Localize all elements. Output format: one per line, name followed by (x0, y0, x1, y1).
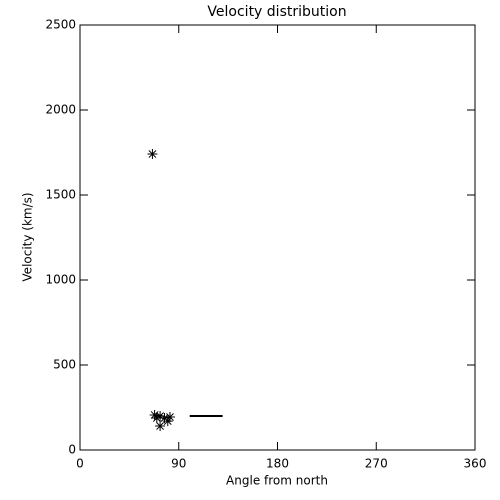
point (155, 421, 166, 432)
y-tick-label: 2000 (45, 103, 76, 117)
x-tick-label: 90 (171, 457, 186, 471)
y-tick-label: 1500 (45, 188, 76, 202)
plot-frame (79, 24, 476, 451)
x-tick-label: 180 (266, 457, 289, 471)
chart-title: Velocity distribution (207, 4, 346, 20)
point (155, 411, 166, 421)
x-axis-label: Angle from north (226, 474, 328, 488)
y-tick-label: 500 (53, 358, 76, 372)
y-tick-label: 2500 (45, 18, 76, 32)
y-tick-label: 1000 (45, 273, 76, 287)
point (164, 412, 175, 423)
x-tick-label: 270 (365, 457, 388, 471)
x-tick-label: 360 (464, 457, 487, 471)
y-axis-label: Velocity (km/s) (21, 192, 35, 281)
point (149, 409, 160, 420)
point (151, 413, 162, 424)
x-tick-label: 0 (76, 457, 84, 471)
point (162, 416, 173, 427)
point (147, 149, 158, 160)
y-tick-label: 0 (68, 443, 76, 457)
